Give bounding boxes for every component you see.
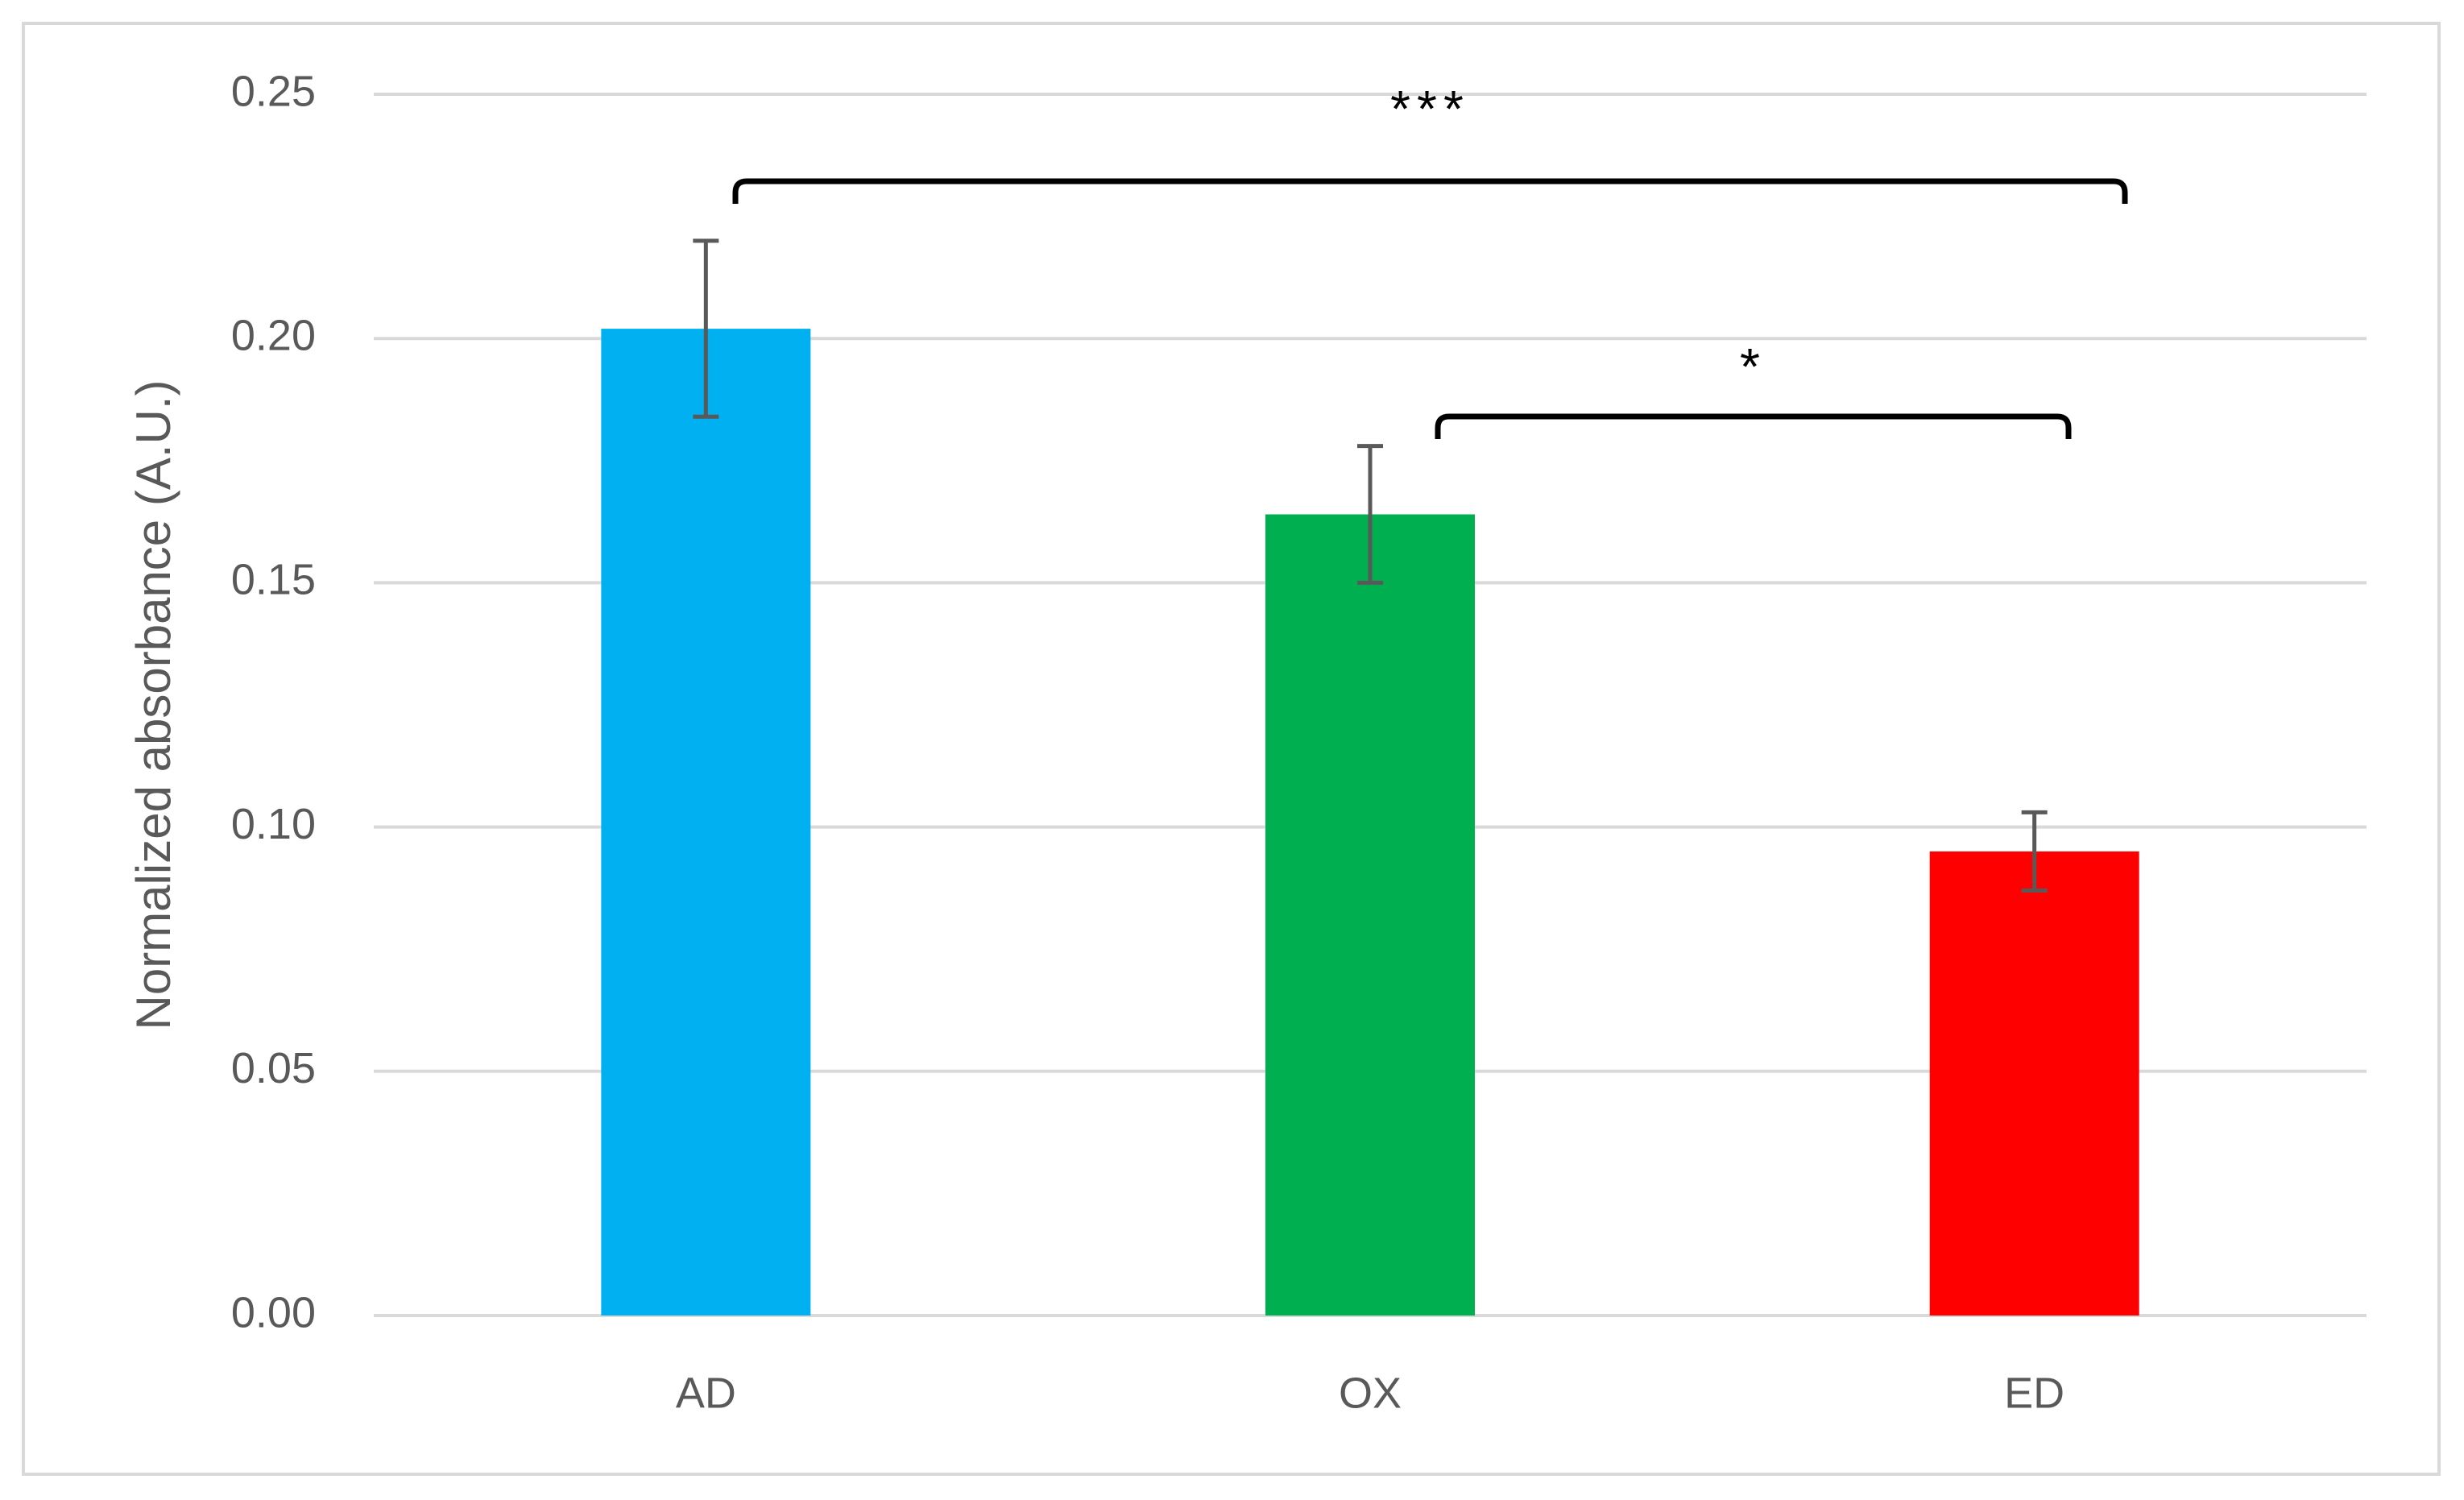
y-tick-label: 0.15	[231, 556, 316, 604]
error-bar	[693, 238, 719, 419]
bar	[1265, 514, 1475, 1316]
significance-label: ***	[1390, 80, 1470, 138]
y-tick-label: 0.05	[231, 1044, 316, 1092]
y-tick-label: 0.20	[231, 311, 316, 359]
y-tick-label: 0.25	[231, 67, 316, 115]
x-tick-label: OX	[1339, 1369, 1402, 1417]
x-tick-label: AD	[676, 1369, 736, 1417]
significance-label: *	[1740, 338, 1766, 396]
y-tick-label: 0.10	[231, 800, 316, 848]
significance-bracket	[732, 178, 2128, 204]
y-tick-label: 0.00	[231, 1288, 316, 1336]
significance-bracket	[1435, 413, 2072, 439]
x-tick-label: ED	[2004, 1369, 2064, 1417]
y-axis-label: Normalized absorbance (A.U.)	[126, 380, 180, 1030]
bar	[1929, 851, 2139, 1316]
error-bar	[1357, 444, 1383, 585]
bar	[601, 329, 811, 1316]
error-bar	[2021, 810, 2048, 893]
